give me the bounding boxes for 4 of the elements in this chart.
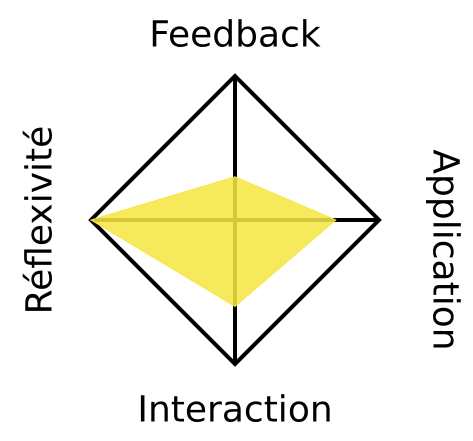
spoke-label: Réflexivité — [20, 126, 60, 314]
spoke-label: Feedback — [149, 14, 321, 56]
spoke-label: Application — [424, 149, 466, 351]
spoke-label: Interaction — [137, 390, 333, 430]
